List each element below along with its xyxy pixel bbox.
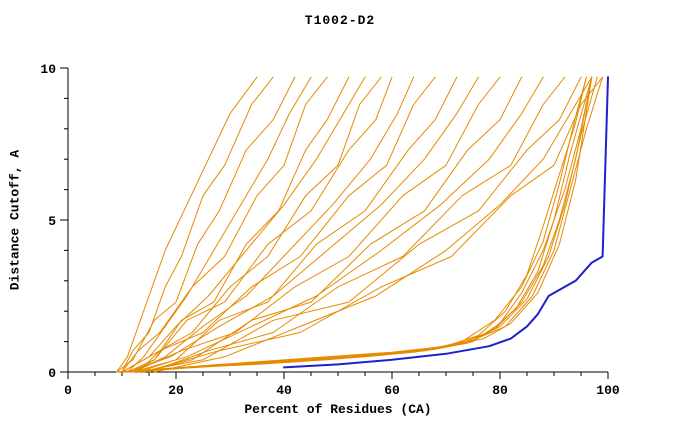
y-tick-label: 0 (48, 366, 56, 381)
x-tick-label: 0 (64, 383, 72, 398)
series-model-07 (121, 76, 366, 373)
x-tick-label: 80 (492, 383, 508, 398)
series-model-12 (137, 76, 458, 373)
series-model-03 (116, 76, 296, 373)
x-axis-label: Percent of Residues (CA) (244, 402, 432, 417)
series-model-02 (121, 76, 274, 373)
series-model-13 (126, 76, 479, 373)
series-model-26 (116, 76, 587, 373)
series-model-22 (126, 76, 593, 373)
x-tick-label: 20 (168, 383, 184, 398)
series-model-08 (137, 76, 382, 373)
series-model-18 (137, 76, 582, 373)
y-tick-label: 10 (40, 62, 56, 77)
series-model-10 (132, 76, 415, 373)
series-model-05 (121, 76, 328, 373)
series-model-09 (126, 76, 393, 373)
series-model-27 (137, 76, 593, 373)
series-model-15 (143, 76, 523, 373)
series-model-28 (126, 76, 598, 373)
series-model-11 (121, 76, 436, 373)
series-model-06 (132, 76, 350, 373)
series-model-16 (132, 76, 544, 373)
series-model-01 (116, 76, 258, 373)
chart-title: T1002-D2 (304, 13, 376, 28)
series-model-04 (126, 76, 312, 373)
x-tick-label: 60 (384, 383, 400, 398)
series-model-14 (132, 76, 501, 373)
x-tick-label: 100 (596, 383, 620, 398)
series-model-20 (143, 76, 604, 373)
y-axis-label: Distance Cutoff, A (7, 149, 23, 291)
series-best-model (283, 76, 609, 369)
series-model-24 (132, 76, 604, 373)
series-model-19 (153, 76, 593, 373)
y-tick-label: 5 (48, 214, 56, 229)
x-tick-label: 40 (276, 383, 292, 398)
